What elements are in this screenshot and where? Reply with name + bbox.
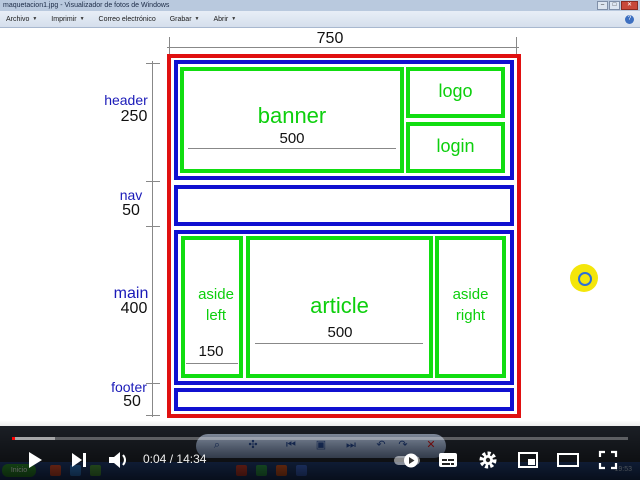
window-title: maquetacion1.jpg - Visualizador de fotos… [3,2,170,9]
cursor-highlight-icon [570,264,598,292]
menu-archivo[interactable]: Archivo ▼ [6,15,38,23]
dimension-tick-end [146,415,160,416]
maximize-button[interactable]: □ [609,1,620,10]
window-controls: – □ ✕ [597,1,638,10]
help-icon[interactable]: ? [625,15,634,24]
aside-left-box [181,236,243,378]
banner-width-line [188,148,396,149]
menubar: Archivo ▼ Imprimir ▼ Correo electrónico Gr… [0,11,640,28]
minimize-button[interactable]: – [597,1,608,10]
row-label-main: main [113,285,149,302]
image-canvas: 750 header 250 nav 50 main 400 footer 50… [0,28,640,426]
time-display: 0:04 / 14:34 [143,452,206,466]
banner-box [180,67,404,173]
aside-left-width-label: 150 [198,343,224,360]
time-separator: / [169,452,174,466]
dimension-tick-main [146,226,160,227]
row-size-footer: 50 [123,393,141,410]
menu-imprimir[interactable]: Imprimir ▼ [51,15,85,23]
aside-left-width-line [186,363,238,364]
login-label: login [436,136,475,156]
logo-box [406,67,505,118]
banner-width-label: 500 [279,130,305,147]
current-time: 0:04 [143,452,167,466]
login-box [406,122,505,173]
article-label: article [310,293,369,318]
miniplayer-icon[interactable] [514,446,542,474]
banner-label: banner [257,103,327,128]
row-label-footer: footer [111,379,147,395]
dimension-tick-right [516,37,517,55]
row-label-nav: nav [119,187,143,203]
row-size-nav: 50 [122,202,140,219]
aside-left-label: aside left [198,286,234,324]
play-icon[interactable] [20,446,48,474]
fullscreen-icon[interactable] [594,446,622,474]
chevron-down-icon: ▼ [231,16,237,22]
progress-buffered [12,437,56,440]
menu-abrir[interactable]: Abrir ▼ [213,15,237,23]
settings-icon[interactable] [474,446,502,474]
dimension-tick-header [146,63,160,64]
chevron-down-icon: ▼ [194,16,200,22]
volume-icon[interactable] [104,446,132,474]
close-button[interactable]: ✕ [621,1,638,10]
duration: 14:34 [176,452,207,466]
row-size-header: 250 [120,108,148,125]
theater-icon[interactable] [554,446,582,474]
autoplay-toggle[interactable] [390,446,430,474]
nav-section [174,185,514,226]
footer-section [174,388,514,411]
dimension-tick-left [169,37,170,55]
aside-right-label: aside right [452,286,489,324]
subtitles-icon[interactable] [434,446,462,474]
logo-label: logo [438,81,473,101]
player-gradient [0,420,640,480]
article-width-line [255,343,423,344]
aside-right-box [435,236,506,378]
row-label-header: header [104,92,148,108]
menu-grabar[interactable]: Grabar ▼ [169,15,200,23]
chevron-down-icon: ▼ [32,16,38,22]
page-outline [167,54,521,418]
article-width-label: 500 [327,324,353,341]
progress-played [12,437,16,440]
dimension-line-top [167,47,519,48]
chevron-down-icon: ▼ [79,16,85,22]
row-size-main: 400 [120,300,148,317]
next-icon[interactable] [64,446,92,474]
progress-bar[interactable] [12,437,628,440]
main-section [174,230,514,385]
dimension-line-left [152,61,153,417]
article-box [246,236,433,378]
window-titlebar: maquetacion1.jpg - Visualizador de fotos… [0,0,640,11]
menu-correo[interactable]: Correo electrónico [98,15,156,23]
dimension-tick-nav [146,181,160,182]
total-width-label: 750 [316,30,344,47]
header-section [174,60,514,180]
dimension-tick-footer [146,383,160,384]
